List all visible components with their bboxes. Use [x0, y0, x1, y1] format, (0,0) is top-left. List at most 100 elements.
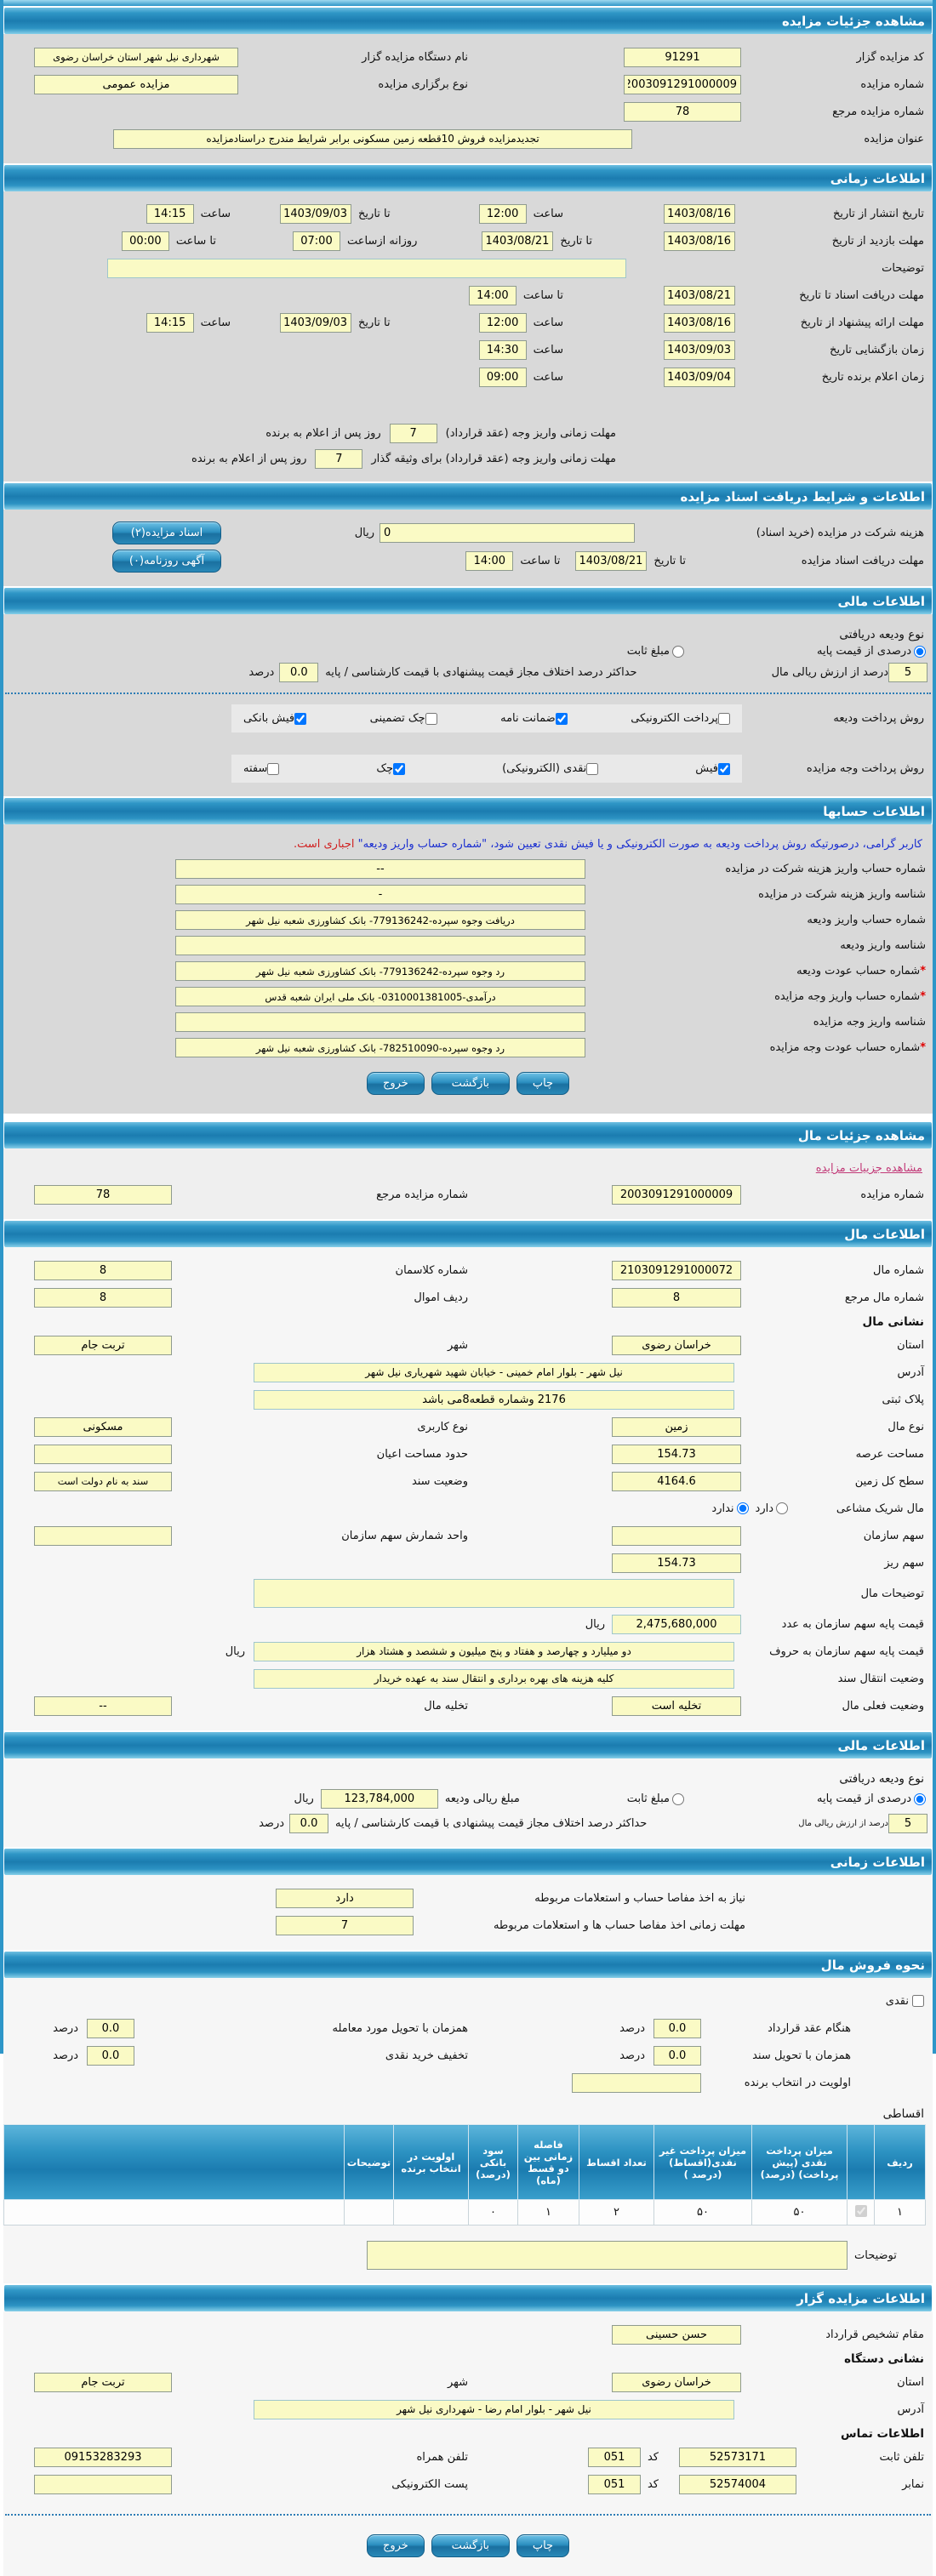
auction-number-field[interactable]	[624, 74, 741, 94]
deed-status-field[interactable]	[34, 1471, 172, 1491]
electronic-payment-checkbox[interactable]	[718, 712, 730, 725]
max-diff-field[interactable]	[279, 663, 319, 682]
fax-field[interactable]	[679, 2474, 796, 2494]
opening-time-field[interactable]	[478, 340, 527, 360]
sale-desc-field[interactable]	[367, 2241, 848, 2270]
city-field[interactable]	[34, 1335, 172, 1355]
contract-percent-field[interactable]	[653, 2018, 701, 2038]
mobile-field[interactable]	[34, 2447, 172, 2467]
partner-yes-radio[interactable]	[776, 1502, 788, 1514]
percent-of-value-field[interactable]	[888, 1814, 927, 1833]
auction-return-account-field[interactable]	[175, 1038, 585, 1057]
auction-ref-field[interactable]	[34, 1184, 172, 1205]
winner-time-field[interactable]	[478, 368, 527, 387]
percent-of-base-radio[interactable]	[914, 1792, 926, 1805]
fixed-amount-radio[interactable]	[672, 1792, 685, 1805]
slip-checkbox[interactable]	[718, 762, 730, 775]
contract-pay-deadline-field[interactable]	[389, 423, 437, 443]
offer-from-time-field[interactable]	[478, 313, 527, 333]
property-address-field[interactable]	[254, 1362, 734, 1382]
discount-percent-field[interactable]	[87, 2045, 134, 2066]
bank-slip-checkbox[interactable]	[294, 712, 307, 725]
visit-until-time-field[interactable]	[121, 231, 169, 251]
fee-deposit-id-field[interactable]	[175, 885, 585, 904]
email-field[interactable]	[34, 2474, 172, 2494]
mal-type-field[interactable]	[612, 1416, 741, 1437]
visit-from-date-field[interactable]	[664, 231, 735, 251]
class-number-field[interactable]	[34, 1260, 172, 1280]
publish-from-date-field[interactable]	[664, 204, 735, 224]
evacuate-field[interactable]	[34, 1695, 172, 1716]
offer-to-date-field[interactable]	[280, 313, 352, 333]
back-button[interactable]: بازگشت	[431, 1072, 510, 1095]
cash-sale-checkbox[interactable]	[912, 1995, 924, 2007]
visit-from-time-field[interactable]	[292, 231, 340, 251]
guarantor-pay-deadline-field[interactable]	[315, 448, 363, 469]
mal-desc-field[interactable]	[254, 1579, 734, 1608]
opening-date-field[interactable]	[664, 340, 735, 360]
print-button[interactable]: چاپ	[516, 1072, 570, 1095]
fax-code-field[interactable]	[587, 2474, 641, 2494]
deed-percent-field[interactable]	[653, 2045, 701, 2066]
deposit-return-account-field[interactable]	[175, 961, 585, 981]
offer-from-date-field[interactable]	[664, 313, 735, 333]
phone-code-field[interactable]	[587, 2447, 641, 2467]
check-checkbox[interactable]	[393, 762, 406, 775]
deposit-account-field[interactable]	[175, 910, 585, 930]
partner-no-radio[interactable]	[736, 1502, 749, 1514]
authority-field[interactable]	[612, 2324, 741, 2345]
mal-ref-field[interactable]	[612, 1287, 741, 1308]
transfer-status-field[interactable]	[254, 1668, 734, 1689]
asset-row-field[interactable]	[34, 1287, 172, 1308]
view-auction-details-link[interactable]: مشاهده جزییات مزایده	[815, 1162, 922, 1175]
auction-pay-id-field[interactable]	[175, 1012, 585, 1032]
bidder-province-field[interactable]	[612, 2372, 741, 2392]
percent-of-base-radio[interactable]	[914, 645, 926, 658]
plate-field[interactable]	[254, 1389, 734, 1410]
deposit-id-field[interactable]	[175, 936, 585, 955]
row-select-checkbox[interactable]	[854, 2204, 867, 2217]
publish-from-time-field[interactable]	[478, 204, 527, 224]
publish-to-date-field[interactable]	[280, 204, 352, 224]
cash-electronic-checkbox[interactable]	[586, 762, 599, 775]
exit-button[interactable]: خروج	[366, 1072, 425, 1095]
visit-to-date-field[interactable]	[482, 231, 554, 251]
print-button[interactable]: چاپ	[516, 2534, 570, 2557]
auction-number-field[interactable]	[612, 1184, 741, 1205]
percent-of-value-field[interactable]	[888, 663, 927, 682]
participation-fee-field[interactable]	[380, 523, 635, 543]
docs-receive-date-field[interactable]	[575, 551, 648, 571]
clearance-period-field[interactable]	[276, 1915, 414, 1935]
bidder-address-field[interactable]	[254, 2399, 734, 2419]
docs-receive-time-field[interactable]	[465, 551, 514, 571]
land-area-field[interactable]	[612, 1471, 741, 1491]
newspaper-ads-button[interactable]: آگهی روزنامه(۰)	[112, 550, 221, 573]
auction-docs-button[interactable]: اسناد مزایده(۲)	[112, 521, 221, 544]
publish-to-time-field[interactable]	[146, 204, 194, 224]
winner-date-field[interactable]	[664, 368, 735, 387]
base-price-num-field[interactable]	[612, 1614, 741, 1634]
org-share-field[interactable]	[612, 1525, 741, 1546]
area-field[interactable]	[612, 1444, 741, 1464]
max-diff-field[interactable]	[289, 1814, 329, 1833]
back-button[interactable]: بازگشت	[431, 2534, 510, 2557]
certified-check-checkbox[interactable]	[425, 712, 437, 725]
delivery-percent-field[interactable]	[87, 2018, 134, 2038]
docs-deadline-time-field[interactable]	[468, 286, 517, 305]
share-unit-field[interactable]	[34, 1525, 172, 1546]
auctioneer-code-field[interactable]	[624, 47, 741, 67]
fee-deposit-account-field[interactable]	[175, 859, 585, 879]
mal-number-field[interactable]	[612, 1260, 741, 1280]
province-field[interactable]	[612, 1335, 741, 1355]
org-name-field[interactable]	[34, 47, 238, 67]
ayan-field[interactable]	[34, 1444, 172, 1464]
share-detail-field[interactable]	[612, 1553, 741, 1573]
auction-ref-field[interactable]	[624, 101, 741, 122]
phone-field[interactable]	[679, 2447, 796, 2467]
guarantee-letter-checkbox[interactable]	[555, 712, 568, 725]
clearance-field[interactable]	[276, 1888, 414, 1908]
usage-field[interactable]	[34, 1416, 172, 1437]
deposit-amount-field[interactable]	[320, 1789, 438, 1809]
base-price-text-field[interactable]	[254, 1641, 734, 1661]
auction-type-field[interactable]	[34, 74, 238, 94]
